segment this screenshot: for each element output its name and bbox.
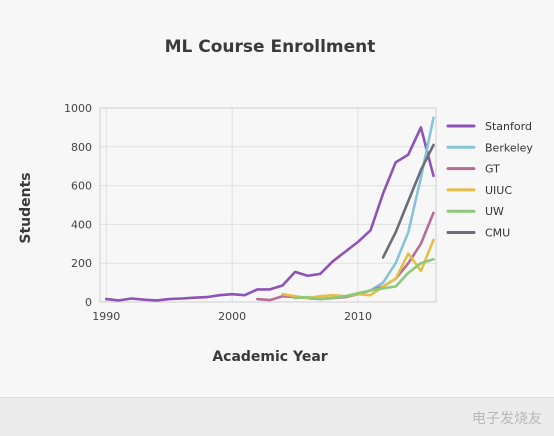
watermark-logo: 电子发烧友	[472, 411, 542, 427]
grid-lines	[100, 107, 436, 303]
y-tick-label: 0	[85, 296, 92, 309]
footer-bar	[0, 397, 554, 436]
x-tick-label: 1990	[92, 310, 120, 323]
y-tick-label: 200	[71, 257, 92, 270]
x-tick-label: 2010	[344, 310, 372, 323]
series-line-uw	[293, 257, 435, 301]
x-axis-label: Academic Year	[212, 349, 327, 365]
y-tick-label: 400	[71, 218, 92, 231]
series-lines	[105, 116, 435, 302]
legend-label-cmu: CMU	[485, 227, 510, 240]
y-tick-label: 800	[71, 141, 92, 154]
y-tick-label: 600	[71, 180, 92, 193]
legend-label-stanford: Stanford	[485, 120, 532, 133]
plot-frame	[99, 107, 437, 303]
x-tick-label: 2000	[218, 310, 246, 323]
legend: Stanford Berkeley GT UIUC UW CMU	[446, 120, 533, 240]
legend-label-uiuc: UIUC	[485, 184, 512, 197]
y-tick-labels: 0 200 400 600 800 1000	[64, 102, 92, 309]
series-line-cmu	[381, 143, 435, 259]
y-tick-label: 1000	[64, 102, 92, 115]
legend-label-gt: GT	[485, 163, 500, 176]
series-line-stanford	[105, 126, 435, 302]
y-axis-label: Students	[18, 172, 34, 243]
legend-label-uw: UW	[485, 205, 504, 218]
x-tick-labels: 1990 2000 2010	[92, 310, 372, 323]
legend-label-berkeley: Berkeley	[485, 141, 533, 154]
chart-title: ML Course Enrollment	[165, 37, 376, 57]
